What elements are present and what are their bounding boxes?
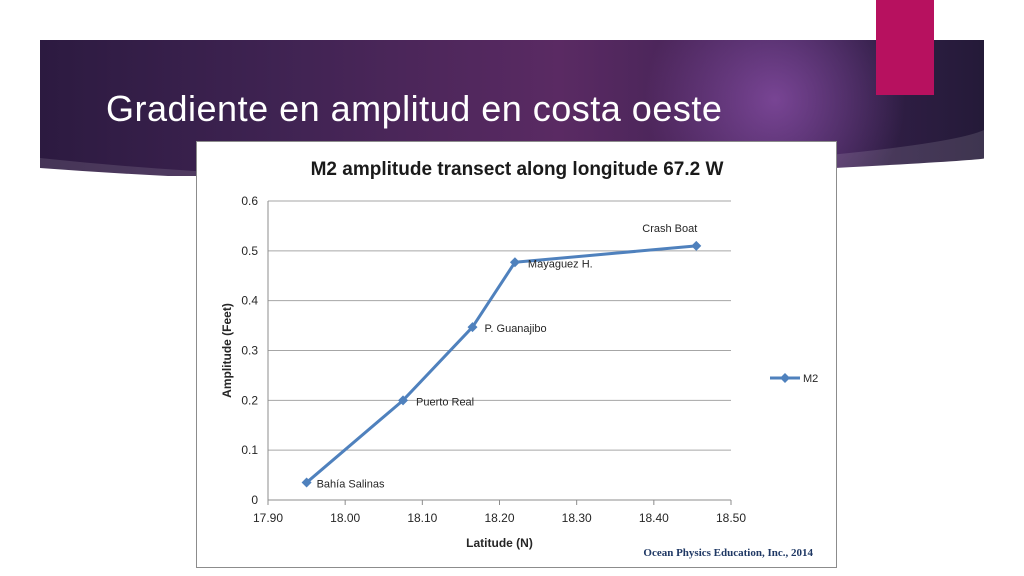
x-tick-label: 18.40 [639, 511, 669, 525]
chart-title: M2 amplitude transect along longitude 67… [311, 159, 724, 180]
x-tick-label: 18.30 [562, 511, 592, 525]
slide-title: Gradiente en amplitud en costa oeste [106, 88, 723, 129]
y-axis-label: Amplitude (Feet) [220, 303, 234, 398]
chart-credit: Ocean Physics Education, Inc., 2014 [643, 547, 813, 559]
data-point-marker [301, 477, 312, 488]
chart-frame: M2 amplitude transect along longitude 67… [196, 141, 837, 568]
x-tick-label: 18.10 [407, 511, 437, 525]
chart-svg: M2 amplitude transect along longitude 67… [220, 159, 818, 559]
x-axis-label: Latitude (N) [466, 536, 533, 550]
legend-label: M2 [803, 373, 818, 385]
y-tick-label: 0 [251, 493, 258, 507]
accent-tab [876, 0, 934, 95]
y-tick-label: 0.2 [241, 393, 258, 407]
data-point-marker [467, 322, 478, 333]
data-label: P. Guanajibo [484, 323, 546, 335]
data-point-marker [691, 240, 702, 251]
legend-marker [780, 373, 790, 383]
x-tick-label: 18.00 [330, 511, 360, 525]
x-tick-label: 17.90 [253, 511, 283, 525]
data-label: Puerto Real [416, 396, 474, 408]
x-tick-label: 18.20 [484, 511, 514, 525]
y-tick-label: 0.5 [241, 244, 258, 258]
y-tick-label: 0.4 [241, 294, 258, 308]
data-label: Crash Boat [642, 223, 697, 235]
data-point-marker [398, 395, 409, 406]
y-tick-label: 0.6 [241, 194, 258, 208]
y-tick-label: 0.1 [241, 443, 258, 457]
data-point-marker [509, 257, 520, 268]
series-line-m2 [305, 244, 697, 484]
data-label: Mayaguez H. [528, 258, 593, 270]
x-tick-label: 18.50 [716, 511, 746, 525]
y-tick-label: 0.3 [241, 344, 258, 358]
data-label: Bahía Salinas [317, 479, 385, 491]
